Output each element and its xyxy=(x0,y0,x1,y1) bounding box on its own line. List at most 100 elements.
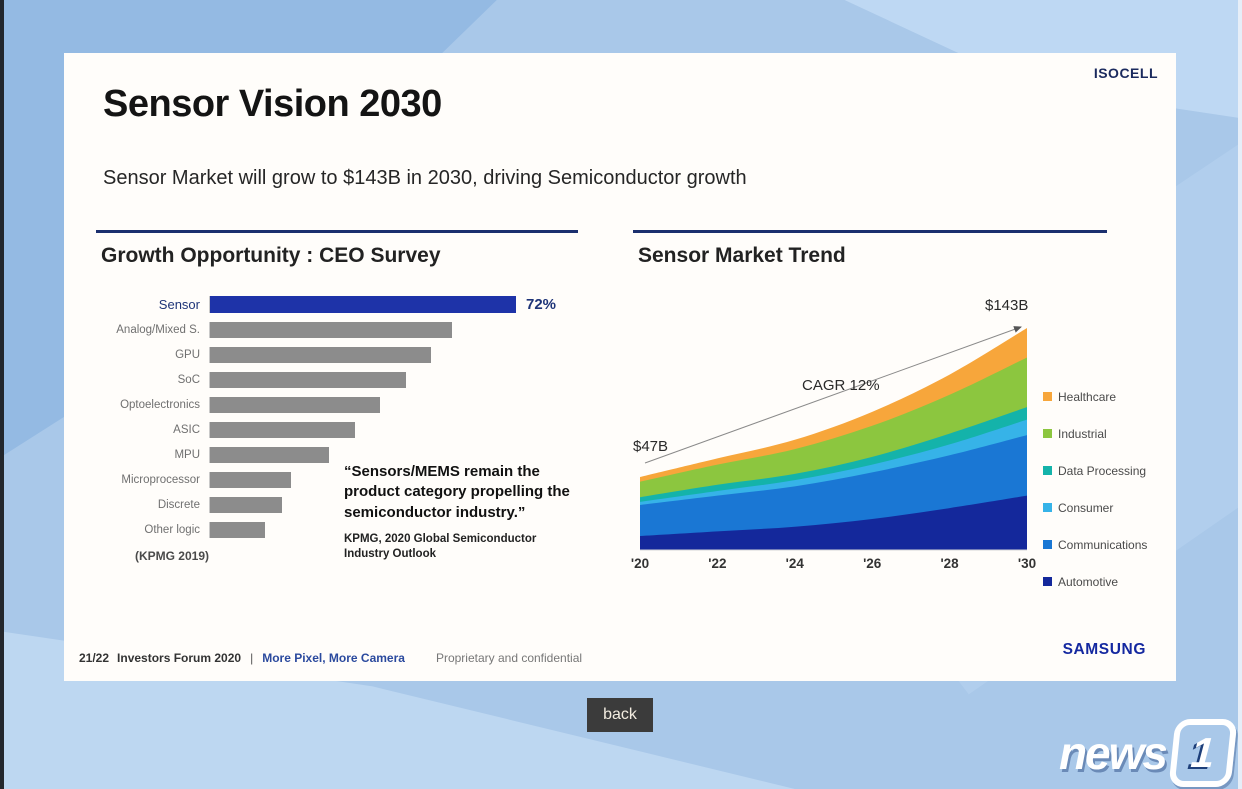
x-axis-tick-label: '24 xyxy=(786,556,805,571)
event-name: Investors Forum 2020 xyxy=(117,651,242,665)
legend-label: Data Processing xyxy=(1058,463,1147,478)
start-value-annotation: $47B xyxy=(633,438,668,455)
quote-text: “Sensors/MEMS remain the product categor… xyxy=(344,463,570,521)
bar-category-label: Optoelectronics xyxy=(120,398,200,411)
legend-item: Automotive xyxy=(1043,571,1147,592)
legend-swatch xyxy=(1043,466,1052,475)
bar-track xyxy=(209,446,578,463)
confidential-note: Proprietary and confidential xyxy=(435,651,583,665)
bar-row: Optoelectronics xyxy=(96,392,578,417)
bar-category-label: SoC xyxy=(177,373,200,386)
bar-category-label: GPU xyxy=(175,348,200,361)
right-panel-title: Sensor Market Trend xyxy=(638,244,846,267)
bar xyxy=(210,296,516,313)
chart-source-note: (KPMG 2019) xyxy=(134,549,209,563)
legend-item: Data Processing xyxy=(1043,460,1147,481)
end-value-annotation: $143B xyxy=(985,297,1028,314)
bar-row: SoC xyxy=(96,367,578,392)
legend-swatch xyxy=(1043,429,1052,438)
legend-item: Communications xyxy=(1043,534,1147,555)
slide-title: Sensor Vision 2030 xyxy=(103,83,442,125)
bar-row: ASIC xyxy=(96,417,578,442)
news1-badge-icon: 1 xyxy=(1168,719,1238,787)
area-chart-canvas: $47B CAGR 12% $143B '20 '22 '24 '26 '28 '30 xyxy=(631,291,1040,581)
bar xyxy=(210,371,406,388)
page-number: 21/22 xyxy=(79,651,110,665)
chart-legend: Healthcare Industrial Data Processing Consu… xyxy=(1043,386,1147,608)
bar-row: Sensor 72% xyxy=(96,292,578,317)
bar-track xyxy=(209,471,578,488)
news1-badge-numeral: 1 xyxy=(1189,729,1217,776)
x-axis-tick-label: '20 xyxy=(631,556,649,571)
back-button[interactable]: back xyxy=(587,698,653,732)
bar-category-label: ASIC xyxy=(173,423,200,436)
slide-footer: 21/22 Investors Forum 2020 | More Pixel,… xyxy=(79,651,582,665)
news1-wordmark: news xyxy=(1058,727,1168,779)
sensor-market-area-chart: $47B CAGR 12% $143B '20 '22 '24 '26 '28 '30 H… xyxy=(631,268,1147,598)
area-layer-automotive xyxy=(640,495,1027,550)
news1-watermark-logo: news 1 xyxy=(1058,719,1238,787)
panel-divider xyxy=(96,230,578,233)
left-edge-strip xyxy=(0,0,4,789)
presentation-slide: ISOCELL Sensor Vision 2030 Sensor Market… xyxy=(64,53,1176,681)
footer-separator: | xyxy=(250,651,254,665)
quote-attribution: KPMG, 2020 Global Semiconductor Industry… xyxy=(344,532,537,560)
bar xyxy=(210,421,355,438)
bar-track xyxy=(209,496,578,513)
bar-row: MPU xyxy=(96,442,578,467)
legend-label: Consumer xyxy=(1058,500,1114,515)
legend-label: Healthcare xyxy=(1058,389,1117,404)
bar-track xyxy=(209,371,578,388)
bar-track: 72% xyxy=(209,296,578,313)
legend-item: Healthcare xyxy=(1043,386,1147,407)
bar-track xyxy=(209,396,578,413)
bar xyxy=(210,396,380,413)
bar-track xyxy=(209,521,578,538)
bar xyxy=(210,521,266,538)
slide-subtitle: Sensor Market will grow to $143B in 2030… xyxy=(103,167,747,189)
bar-category-label: Analog/Mixed S. xyxy=(116,323,200,336)
right-edge-strip xyxy=(1238,0,1242,789)
legend-label: Automotive xyxy=(1058,574,1119,589)
bar xyxy=(210,471,291,488)
legend-swatch xyxy=(1043,503,1052,512)
legend-item: Consumer xyxy=(1043,497,1147,518)
bar xyxy=(210,321,453,338)
bar-row: Microprocessor xyxy=(96,467,578,492)
bar-value-label: 72% xyxy=(526,296,557,313)
bar-track xyxy=(209,321,578,338)
bar-track xyxy=(209,346,578,363)
cagr-annotation: CAGR 12% xyxy=(802,377,880,394)
bar-row: Other logic xyxy=(96,517,578,542)
legend-swatch xyxy=(1043,577,1052,586)
bar-row: Analog/Mixed S. xyxy=(96,317,578,342)
bar-category-label: Sensor xyxy=(158,297,200,312)
cagr-trend-arrow xyxy=(644,326,1022,464)
ceo-survey-bar-chart: Sensor 72% Analog/Mixed S. GPU SoC Optoelectr… xyxy=(96,292,578,563)
sensor-market-trend-panel: Sensor Market Trend $47B CAGR 12% $143B … xyxy=(631,230,1147,598)
bar xyxy=(210,346,431,363)
legend-swatch xyxy=(1043,540,1052,549)
bar-category-label: Discrete xyxy=(157,498,200,511)
bar-row: Discrete xyxy=(96,492,578,517)
x-axis-tick-label: '22 xyxy=(708,556,726,571)
panel-divider xyxy=(633,230,1107,233)
legend-item: Industrial xyxy=(1043,423,1147,444)
footer-tagline: More Pixel, More Camera xyxy=(262,651,405,665)
legend-label: Industrial xyxy=(1058,426,1107,441)
bar-category-label: Microprocessor xyxy=(121,473,200,486)
legend-swatch xyxy=(1043,392,1052,401)
area-chart-svg: $47B CAGR 12% $143B '20 '22 '24 '26 '28 '30 xyxy=(631,297,1036,571)
legend-label: Communications xyxy=(1058,537,1148,552)
bar xyxy=(210,446,329,463)
bar xyxy=(210,496,283,513)
isocell-logo: ISOCELL xyxy=(1093,65,1158,81)
left-panel-title: Growth Opportunity : CEO Survey xyxy=(101,244,441,267)
x-axis-tick-label: '26 xyxy=(863,556,882,571)
x-axis-tick-label: '30 xyxy=(1018,556,1036,571)
bar-category-label: MPU xyxy=(174,448,200,461)
bar-track xyxy=(209,421,578,438)
bar-category-label: Other logic xyxy=(144,523,200,536)
samsung-logo: SAMSUNG xyxy=(1062,641,1146,658)
quote-block: “Sensors/MEMS remain the product categor… xyxy=(344,462,576,562)
